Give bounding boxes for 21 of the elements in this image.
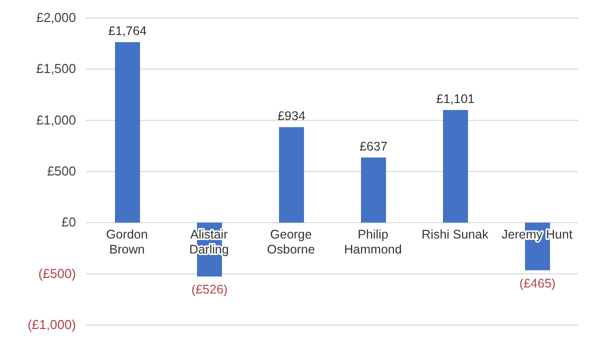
bar [279,127,304,223]
y-tick-label: £0 [62,214,76,230]
data-label: £637 [360,139,388,154]
bar [443,110,468,223]
data-label: £1,764 [108,24,147,38]
bar [361,157,386,223]
data-label: £934 [278,109,306,124]
y-tick-label: £2,000 [36,10,76,25]
y-tick-label: £1,500 [36,61,76,76]
bar [115,42,140,223]
y-tick-label: £500 [47,164,76,178]
y-tick-label: £1,000 [36,112,76,128]
x-tick-label: Philip Hammond [344,228,402,257]
data-label: (£465) [519,276,556,290]
data-label: (£526) [191,282,228,296]
x-tick-label: Gordon Brown [106,228,148,257]
x-tick-label: Rishi Sunak [422,228,490,242]
y-tick-label: (£1,000) [28,317,76,332]
y-tick-label: (£500) [38,266,76,281]
data-label: £1,101 [436,92,475,106]
x-tick-label: George Osborne [267,228,316,257]
